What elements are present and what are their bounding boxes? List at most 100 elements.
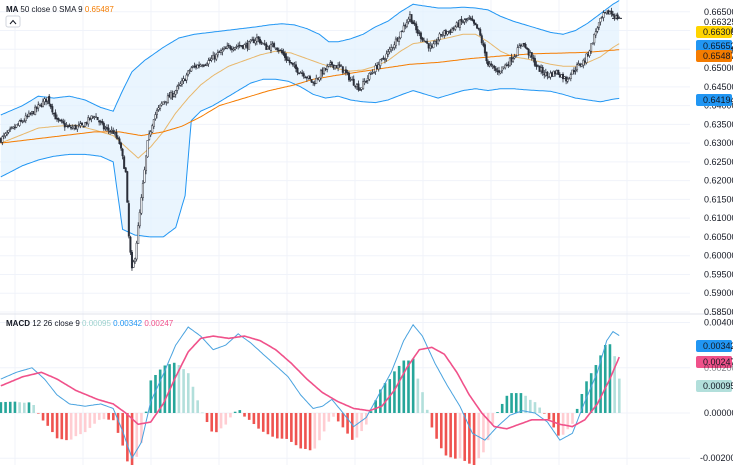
candle-body (522, 43, 525, 45)
candle-body (597, 22, 600, 28)
macd-histogram-bar (65, 412, 68, 441)
macd-histogram-bar (491, 412, 495, 424)
candle-body (346, 71, 349, 74)
macd-histogram-bar (613, 356, 616, 413)
macd-histogram-bar (51, 412, 54, 433)
candle-body (132, 261, 135, 268)
macd-histogram-bar (149, 380, 153, 413)
macd-histogram-bar (533, 402, 537, 413)
main-indicator-value: 0.65487 (85, 5, 114, 14)
candle-body (109, 131, 112, 133)
candle-body (20, 119, 23, 122)
candle-body (382, 57, 385, 60)
candle-body (560, 74, 563, 78)
candle-body (263, 43, 266, 45)
candle-body (229, 46, 232, 50)
candle-body (602, 12, 605, 18)
candle-body (568, 77, 571, 80)
candle-body (599, 18, 602, 23)
candle-body (276, 48, 279, 50)
candle-body (149, 131, 152, 136)
candle-body (407, 18, 410, 22)
candle-body (299, 72, 302, 74)
macd-histogram-bar (589, 373, 593, 413)
price-badge-bg (696, 94, 732, 106)
macd-histogram-bar (313, 412, 317, 449)
macd-histogram-bar (196, 400, 199, 413)
macd-histogram-bar (182, 369, 185, 413)
macd-histogram-bar (280, 412, 284, 439)
candle-body (441, 34, 444, 36)
bollinger-lower-line (0, 78, 620, 238)
candle-body (496, 70, 499, 72)
macd-axis-tick-label: -0.00200 (700, 453, 733, 463)
candle-body (499, 70, 502, 74)
candle-body (354, 85, 357, 88)
candle-body (513, 56, 516, 59)
macd-histogram-bar (23, 402, 26, 413)
candle-body (463, 19, 466, 23)
candle-body (60, 119, 63, 122)
candle-body (120, 142, 123, 149)
candle-body (451, 28, 454, 33)
candle-body (285, 56, 288, 61)
main-indicator-legend[interactable]: MA 50 close 0 SMA 9 0.65487 (6, 5, 114, 14)
candle-body (538, 65, 541, 72)
macd-legend[interactable]: MACD 12 26 close 9 0.00095 0.00342 0.002… (6, 319, 174, 328)
candle-body (310, 79, 313, 83)
candle-body (224, 47, 227, 50)
candle-body (348, 72, 351, 81)
collapse-legend-button[interactable] (5, 15, 21, 28)
candle-body (515, 55, 518, 57)
candle-body (52, 112, 55, 115)
candle-body (424, 40, 427, 43)
candle-body (524, 43, 527, 48)
price-badge: 0.66325 (704, 17, 733, 27)
candle-body (252, 39, 255, 44)
candle-body (124, 167, 127, 173)
macd-histogram-bar (383, 383, 387, 413)
price-badge-bg (696, 26, 732, 38)
price-badge-bg (696, 16, 732, 27)
candle-body (438, 33, 441, 40)
macd-histogram-bar (299, 412, 303, 449)
macd-histogram-bar (55, 412, 59, 439)
candle-body (583, 60, 586, 63)
candle-body (279, 49, 282, 52)
candle-body (402, 25, 405, 33)
candle-body (574, 69, 577, 72)
candle-body (338, 64, 341, 67)
candle-body (371, 72, 374, 74)
candle-body (273, 43, 276, 48)
macd-histogram-bar (79, 412, 82, 435)
macd-signal-value: 0.00247 (144, 319, 173, 328)
candle-body (174, 90, 177, 95)
macd-histogram-bar (318, 412, 321, 441)
candle-body (332, 64, 335, 69)
macd-histogram-bar (215, 412, 218, 433)
macd-histogram-bar (350, 412, 354, 440)
macd-histogram-bar (83, 412, 87, 433)
candle-body (177, 84, 180, 87)
macd-histogram-bar (257, 412, 260, 429)
candle-body (280, 50, 283, 54)
candle-body (401, 30, 404, 32)
candle-body (318, 77, 321, 81)
candle-body (115, 132, 118, 138)
candle-body (472, 19, 475, 24)
candle-body (79, 123, 82, 127)
candle-body (24, 115, 27, 122)
candle-body (349, 78, 352, 81)
candle-body (490, 63, 493, 66)
candle-body (274, 47, 277, 49)
candle-body (223, 47, 226, 50)
candle-body (565, 76, 568, 82)
candle-body (582, 60, 585, 66)
candle-body (76, 125, 79, 130)
macd-axis-tick-label: 0.00200 (704, 363, 733, 373)
candle-body (107, 127, 110, 131)
candle-body (15, 124, 18, 128)
